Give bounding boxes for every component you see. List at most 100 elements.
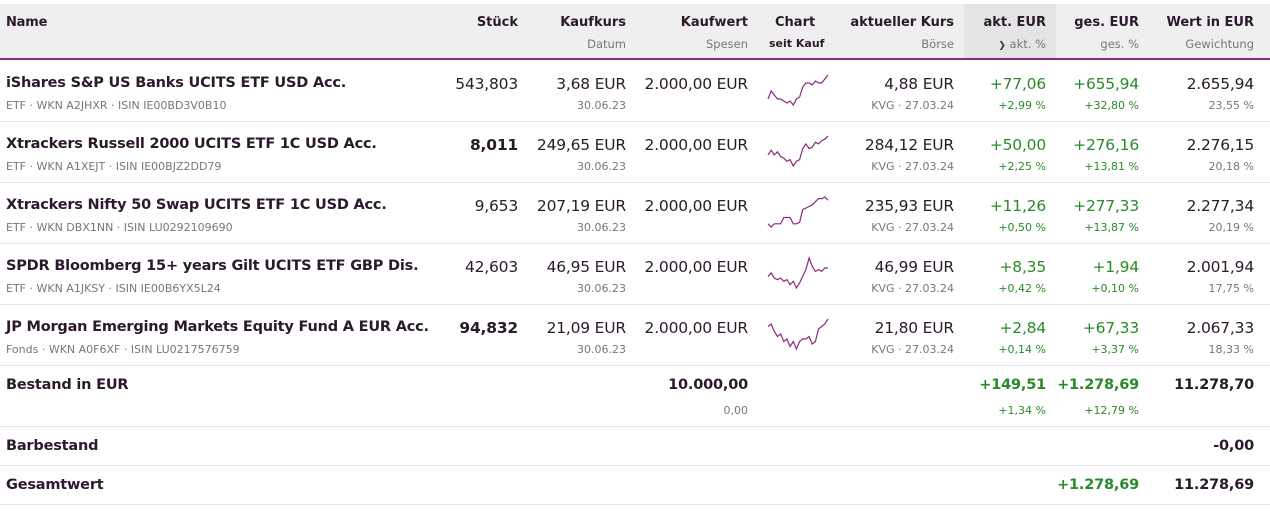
kaufkurs: 249,65 EUR bbox=[536, 136, 626, 154]
col-kaufkurs[interactable]: Kaufkurs bbox=[560, 15, 626, 30]
table-row[interactable]: JP Morgan Emerging Markets Equity Fund A… bbox=[0, 305, 1270, 366]
bestand-label: Bestand in EUR bbox=[6, 377, 129, 393]
bestand-kaufwert: 10.000,00 bbox=[668, 377, 748, 393]
gewichtung: 20,19 % bbox=[1208, 221, 1254, 234]
position-name[interactable]: iShares S&P US Banks UCITS ETF USD Acc. bbox=[6, 75, 347, 91]
col-gewichtung[interactable]: Gewichtung bbox=[1185, 37, 1254, 51]
akt-pct: +0,14 % bbox=[998, 343, 1046, 356]
sparkline bbox=[767, 135, 829, 168]
boerse: KVG · 27.03.24 bbox=[871, 160, 954, 173]
col-kaufwert[interactable]: Kaufwert bbox=[680, 15, 748, 30]
col-aktueller-kurs[interactable]: aktueller Kurs bbox=[850, 15, 954, 30]
bestand-spesen: 0,00 bbox=[723, 404, 749, 417]
bestand-akt-eur: +149,51 bbox=[979, 377, 1046, 393]
sparkline bbox=[767, 196, 829, 228]
ges-eur: +655,94 bbox=[1073, 75, 1139, 93]
gesamt-row: Gesamtwert +1.278,69 11.278,69 bbox=[0, 466, 1270, 505]
aktueller-kurs: 46,99 EUR bbox=[874, 258, 955, 276]
sparkline-chart[interactable] bbox=[766, 69, 830, 109]
bestand-ges-eur: +1.278,69 bbox=[1057, 377, 1139, 393]
sparkline bbox=[767, 256, 828, 290]
position-name[interactable]: Xtrackers Russell 2000 UCITS ETF 1C USD … bbox=[6, 136, 377, 152]
kaufkurs: 207,19 EUR bbox=[536, 197, 626, 215]
gesamt-wert: 11.278,69 bbox=[1174, 477, 1254, 493]
col-chart: Chart bbox=[775, 15, 816, 30]
kaufkurs: 46,95 EUR bbox=[546, 258, 627, 276]
aktueller-kurs: 284,12 EUR bbox=[864, 136, 954, 154]
ges-eur: +277,33 bbox=[1073, 197, 1139, 215]
position-name[interactable]: SPDR Bloomberg 15+ years Gilt UCITS ETF … bbox=[6, 258, 419, 274]
wert: 2.067,33 bbox=[1186, 319, 1255, 337]
akt-eur: +2,84 bbox=[999, 319, 1047, 337]
chart-period[interactable]: seit Kauf bbox=[769, 37, 825, 50]
col-akt-eur[interactable]: akt. EUR bbox=[983, 15, 1046, 30]
kaufwert: 2.000,00 EUR bbox=[644, 258, 749, 276]
kaufwert: 2.000,00 EUR bbox=[644, 136, 749, 154]
position-details: Fonds · WKN A0F6XF · ISIN LU0217576759 bbox=[6, 343, 240, 356]
gesamt-ges-eur: +1.278,69 bbox=[1057, 477, 1139, 493]
table-row[interactable]: SPDR Bloomberg 15+ years Gilt UCITS ETF … bbox=[0, 244, 1270, 305]
kaufwert: 2.000,00 EUR bbox=[644, 197, 749, 215]
col-datum[interactable]: Datum bbox=[587, 37, 626, 51]
boerse: KVG · 27.03.24 bbox=[871, 282, 954, 295]
stueck: 543,803 bbox=[455, 75, 518, 93]
gewichtung: 18,33 % bbox=[1208, 343, 1254, 356]
col-wert[interactable]: Wert in EUR bbox=[1166, 15, 1254, 30]
table-header: Name Stück Kaufkurs Datum Kaufwert Spese… bbox=[0, 4, 1270, 60]
sparkline-chart[interactable] bbox=[766, 313, 830, 353]
sparkline-chart[interactable] bbox=[766, 252, 830, 292]
wert: 2.655,94 bbox=[1186, 75, 1255, 93]
akt-pct: +2,25 % bbox=[998, 160, 1046, 173]
kaufdatum: 30.06.23 bbox=[577, 221, 626, 234]
sparkline-chart[interactable] bbox=[766, 191, 830, 231]
col-akt-pct[interactable]: ❯ akt. % bbox=[998, 37, 1046, 51]
position-details: ETF · WKN A1JKSY · ISIN IE00B6YX5L24 bbox=[6, 282, 221, 295]
akt-pct: +2,99 % bbox=[998, 99, 1046, 112]
akt-pct: +0,50 % bbox=[998, 221, 1046, 234]
position-details: ETF · WKN DBX1NN · ISIN LU0292109690 bbox=[6, 221, 233, 234]
barbestand-row: Barbestand -0,00 bbox=[0, 427, 1270, 466]
stueck: 42,603 bbox=[464, 258, 518, 276]
col-ges-pct[interactable]: ges. % bbox=[1100, 37, 1139, 51]
kaufwert: 2.000,00 EUR bbox=[644, 75, 749, 93]
gesamt-label: Gesamtwert bbox=[6, 477, 104, 493]
kaufkurs: 3,68 EUR bbox=[556, 75, 626, 93]
position-name[interactable]: JP Morgan Emerging Markets Equity Fund A… bbox=[6, 319, 429, 335]
col-name[interactable]: Name bbox=[6, 15, 48, 30]
ges-eur: +1,94 bbox=[1092, 258, 1140, 276]
barbestand-label: Barbestand bbox=[6, 438, 99, 454]
stueck: 94,832 bbox=[459, 319, 518, 337]
aktueller-kurs: 21,80 EUR bbox=[874, 319, 955, 337]
wert: 2.276,15 bbox=[1186, 136, 1255, 154]
akt-eur: +77,06 bbox=[989, 75, 1046, 93]
barbestand-wert: -0,00 bbox=[1213, 438, 1254, 454]
col-ges-eur[interactable]: ges. EUR bbox=[1074, 15, 1139, 30]
kaufwert: 2.000,00 EUR bbox=[644, 319, 749, 337]
kaufdatum: 30.06.23 bbox=[577, 99, 626, 112]
kaufdatum: 30.06.23 bbox=[577, 282, 626, 295]
boerse: KVG · 27.03.24 bbox=[871, 99, 954, 112]
kaufkurs: 21,09 EUR bbox=[546, 319, 627, 337]
gewichtung: 20,18 % bbox=[1208, 160, 1254, 173]
sparkline-chart[interactable] bbox=[766, 130, 830, 170]
boerse: KVG · 27.03.24 bbox=[871, 221, 954, 234]
col-boerse[interactable]: Börse bbox=[921, 37, 954, 51]
table-row[interactable]: Xtrackers Russell 2000 UCITS ETF 1C USD … bbox=[0, 122, 1270, 183]
col-spesen[interactable]: Spesen bbox=[705, 37, 748, 51]
stueck: 9,653 bbox=[474, 197, 519, 215]
position-details: ETF · WKN A2JHXR · ISIN IE00BD3V0B10 bbox=[6, 99, 227, 112]
bestand-ges-pct: +12,79 % bbox=[1084, 404, 1139, 417]
bestand-wert: 11.278,70 bbox=[1174, 377, 1254, 393]
col-stueck[interactable]: Stück bbox=[476, 15, 518, 30]
ges-pct: +3,37 % bbox=[1091, 343, 1139, 356]
table-row[interactable]: iShares S&P US Banks UCITS ETF USD Acc. E… bbox=[0, 61, 1270, 122]
table-row[interactable]: Xtrackers Nifty 50 Swap UCITS ETF 1C USD… bbox=[0, 183, 1270, 244]
position-name[interactable]: Xtrackers Nifty 50 Swap UCITS ETF 1C USD… bbox=[6, 197, 387, 213]
wert: 2.001,94 bbox=[1186, 258, 1255, 276]
ges-eur: +67,33 bbox=[1082, 319, 1139, 337]
boerse: KVG · 27.03.24 bbox=[871, 343, 954, 356]
gewichtung: 17,75 % bbox=[1208, 282, 1254, 295]
aktueller-kurs: 4,88 EUR bbox=[884, 75, 954, 93]
position-details: ETF · WKN A1XEJT · ISIN IE00BJZ2DD79 bbox=[6, 160, 222, 173]
chevron-down-icon: ❯ bbox=[998, 41, 1006, 51]
